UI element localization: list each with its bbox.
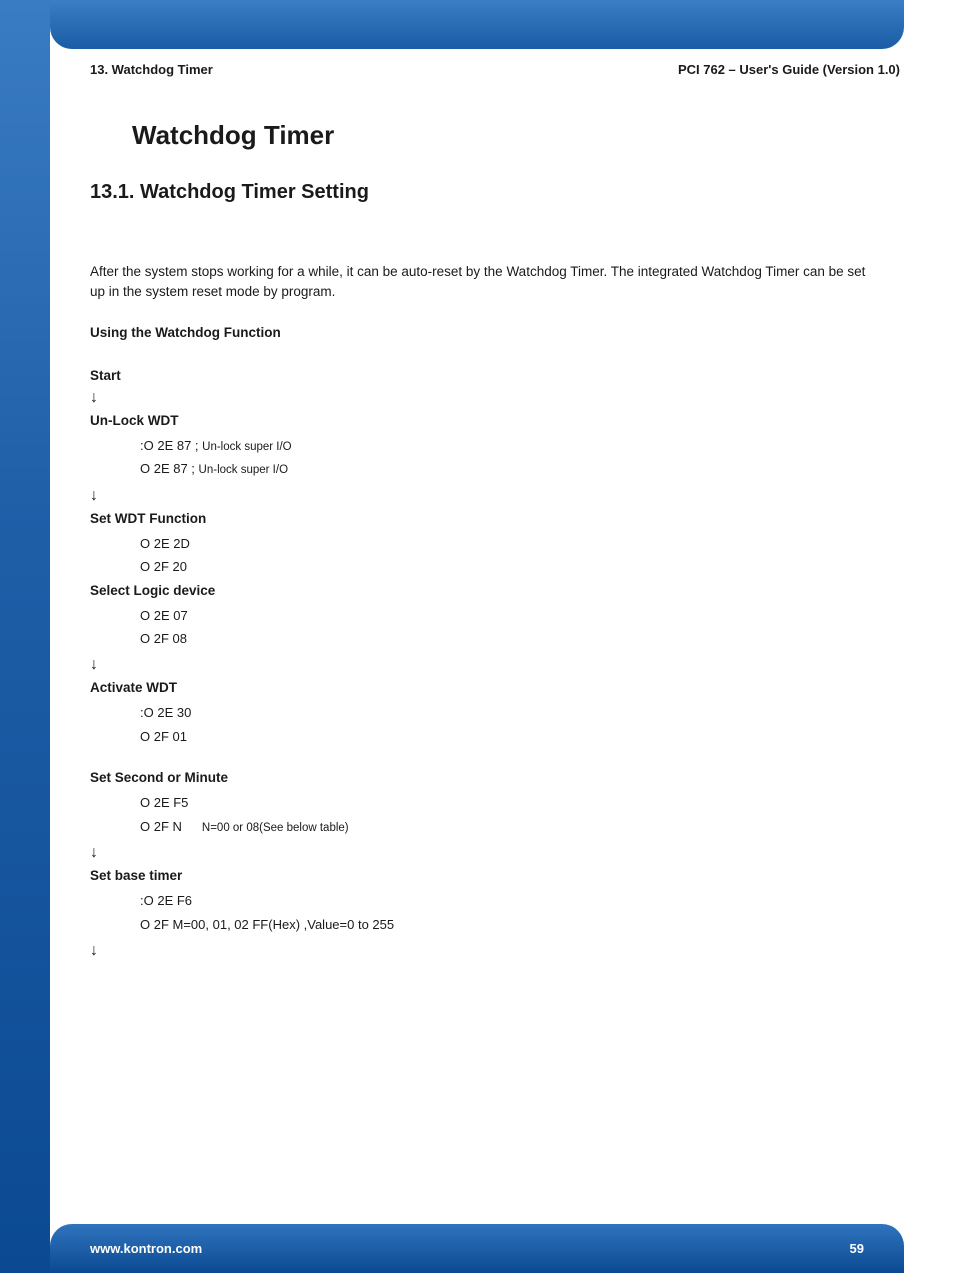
step-block: Set WDT Function O 2E 2D O 2F 20 (90, 511, 870, 579)
left-spine (0, 0, 50, 1273)
code-line: O 2F 01 (140, 725, 870, 748)
down-arrow-icon: ↓ (90, 942, 870, 960)
down-arrow-icon: ↓ (90, 656, 870, 674)
step-block: Set Second or Minute O 2E F5 O 2F N N=00 or… (90, 770, 870, 838)
code-text: O 2E 07 (140, 608, 188, 623)
step-block: Activate WDT :O 2E 30 O 2F 01 (90, 680, 870, 748)
spacer (90, 752, 870, 770)
step-block: Set base timer :O 2E F6 O 2F M=00, 01, 02 … (90, 868, 870, 936)
step-label: Un-Lock WDT (90, 413, 870, 428)
down-arrow-icon: ↓ (90, 487, 870, 505)
code-line: :O 2E 30 (140, 701, 870, 724)
steps-container: Start ↓ Un-Lock WDT :O 2E 87 ; Un-lock supe… (90, 368, 870, 961)
code-line: O 2E 87 ; Un-lock super I/O (140, 457, 870, 481)
code-line: O 2E 2D (140, 532, 870, 555)
step-label: Set Second or Minute (90, 770, 870, 785)
using-wdt-heading: Using the Watchdog Function (90, 325, 870, 340)
code-line: O 2E F5 (140, 791, 870, 814)
footer-bar: www.kontron.com 59 (50, 1224, 904, 1273)
step-label: Activate WDT (90, 680, 870, 695)
step-label: Select Logic device (90, 583, 870, 598)
page-number: 59 (850, 1241, 864, 1256)
step-block: Select Logic device O 2E 07 O 2F 08 (90, 583, 870, 651)
code-text: O 2E 87 ; (140, 461, 199, 476)
code-text: O 2F 20 (140, 559, 187, 574)
code-line: :O 2E F6 (140, 889, 870, 912)
section-title: 13.1. Watchdog Timer Setting (90, 181, 870, 204)
content-area: Watchdog Timer 13.1. Watchdog Timer Sett… (90, 120, 870, 966)
code-line: O 2F M=00, 01, 02 FF(Hex) ,Value=0 to 25… (140, 913, 870, 936)
step-block: Un-Lock WDT:O 2E 87 ; Un-lock super I/OO… (90, 413, 870, 481)
code-line: O 2F 20 (140, 555, 870, 578)
code-comment: Un-lock super I/O (202, 441, 291, 453)
header-right: PCI 762 – User's Guide (Version 1.0) (678, 62, 900, 77)
step-label: Set base timer (90, 868, 870, 883)
code-note: N=00 or 08(See below table) (202, 822, 349, 834)
code-line: O 2E 07 (140, 604, 870, 627)
code-text: :O 2E F6 (140, 893, 192, 908)
intro-paragraph: After the system stops working for a whi… (90, 262, 870, 303)
code-text: O 2F 08 (140, 631, 187, 646)
header-bar (50, 0, 904, 49)
down-arrow-icon: ↓ (90, 389, 870, 407)
step-label: Start (90, 368, 870, 383)
code-line: O 2F 08 (140, 627, 870, 650)
code-text: O 2F 01 (140, 729, 187, 744)
step-label: Set WDT Function (90, 511, 870, 526)
running-header: 13. Watchdog Timer PCI 762 – User's Guid… (90, 62, 900, 77)
code-line: O 2F N N=00 or 08(See below table) (140, 815, 870, 839)
code-text: :O 2E 30 (140, 705, 191, 720)
code-comment: Un-lock super I/O (199, 464, 288, 476)
code-text: O 2F N (140, 819, 182, 834)
header-left: 13. Watchdog Timer (90, 62, 213, 77)
code-text: O 2E 2D (140, 536, 190, 551)
chapter-title: Watchdog Timer (132, 120, 870, 151)
step-block: Start (90, 368, 870, 383)
code-line: :O 2E 87 ; Un-lock super I/O (140, 434, 870, 458)
code-text: O 2E F5 (140, 795, 188, 810)
code-text: O 2F M=00, 01, 02 FF(Hex) ,Value=0 to 25… (140, 917, 394, 932)
down-arrow-icon: ↓ (90, 844, 870, 862)
footer-url: www.kontron.com (90, 1241, 202, 1256)
code-text: :O 2E 87 ; (140, 438, 202, 453)
